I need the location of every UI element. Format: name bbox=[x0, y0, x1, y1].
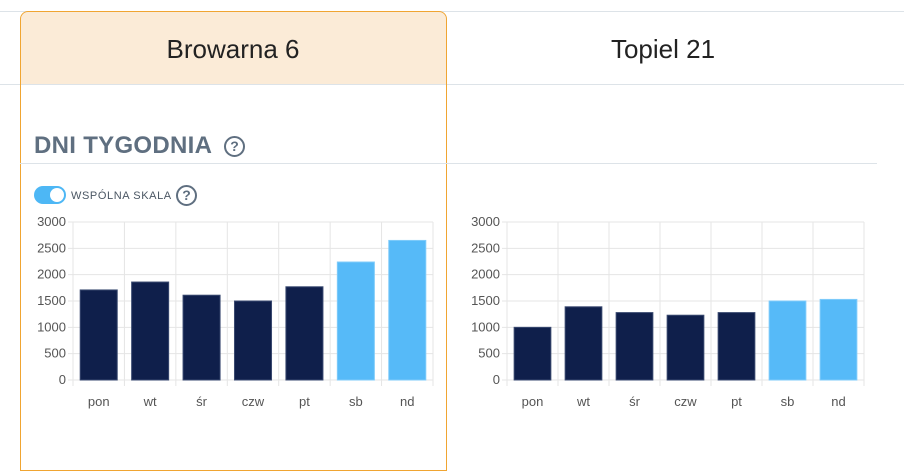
x-tick-label: wt bbox=[143, 394, 157, 409]
question-circle-icon[interactable]: ? bbox=[176, 185, 197, 206]
y-tick-label: 3000 bbox=[37, 214, 66, 229]
y-tick-label: 2000 bbox=[471, 267, 500, 282]
x-tick-label: sb bbox=[349, 394, 363, 409]
x-tick-label: pt bbox=[731, 394, 742, 409]
x-tick-label: nd bbox=[831, 394, 845, 409]
header-top-border bbox=[0, 11, 904, 12]
common-scale-label: WSPÓLNA SKALA bbox=[71, 190, 172, 202]
section-divider bbox=[20, 163, 877, 164]
y-tick-label: 1000 bbox=[471, 319, 500, 334]
bar-pon bbox=[513, 326, 552, 381]
header-bottom-border bbox=[0, 84, 904, 85]
bar-śr bbox=[182, 294, 221, 381]
y-tick-label: 3000 bbox=[471, 214, 500, 229]
bar-nd bbox=[388, 239, 427, 381]
x-tick-label: pon bbox=[88, 394, 110, 409]
column-title-browarna[interactable]: Browarna 6 bbox=[166, 34, 300, 64]
question-circle-icon[interactable]: ? bbox=[224, 136, 245, 157]
column-title-topiel[interactable]: Topiel 21 bbox=[610, 34, 716, 64]
y-tick-label: 500 bbox=[44, 346, 66, 361]
bar-śr bbox=[615, 312, 654, 381]
x-tick-label: czw bbox=[674, 394, 697, 409]
bar-wt bbox=[131, 281, 170, 381]
charts-layer: 0 500 1000 1500 2000 2500 3000 pon wt śr czw pt sb nd… bbox=[37, 214, 865, 409]
y-tick-label: 1500 bbox=[471, 293, 500, 308]
y-tick-label: 2500 bbox=[37, 240, 66, 255]
x-tick-label: czw bbox=[242, 394, 265, 409]
y-tick-label: 0 bbox=[493, 372, 500, 387]
y-tick-label: 500 bbox=[478, 346, 500, 361]
x-tick-label: śr bbox=[629, 394, 641, 409]
bar-nd bbox=[819, 298, 858, 381]
bar-wt bbox=[564, 306, 603, 381]
y-tick-label: 2500 bbox=[471, 240, 500, 255]
x-tick-label: pon bbox=[522, 394, 544, 409]
y-tick-label: 2000 bbox=[37, 267, 66, 282]
bar-czw bbox=[666, 314, 705, 381]
y-tick-label: 1500 bbox=[37, 293, 66, 308]
bar-sb bbox=[336, 261, 375, 381]
bar-pt bbox=[717, 312, 756, 381]
section-title: DNI TYGODNIA bbox=[34, 132, 213, 159]
bar-sb bbox=[768, 300, 807, 381]
column-header-selected[interactable] bbox=[21, 12, 446, 84]
bar-czw bbox=[233, 300, 273, 381]
x-tick-label: pt bbox=[299, 394, 310, 409]
toggle-knob bbox=[50, 188, 64, 202]
common-scale-toggle[interactable] bbox=[34, 186, 66, 204]
y-tick-label: 0 bbox=[59, 372, 66, 387]
x-tick-label: sb bbox=[781, 394, 795, 409]
x-tick-label: nd bbox=[400, 394, 414, 409]
x-tick-label: śr bbox=[196, 394, 208, 409]
bar-pt bbox=[285, 286, 324, 381]
bar-pon bbox=[79, 289, 118, 381]
x-tick-label: wt bbox=[576, 394, 590, 409]
y-tick-label: 1000 bbox=[37, 319, 66, 334]
